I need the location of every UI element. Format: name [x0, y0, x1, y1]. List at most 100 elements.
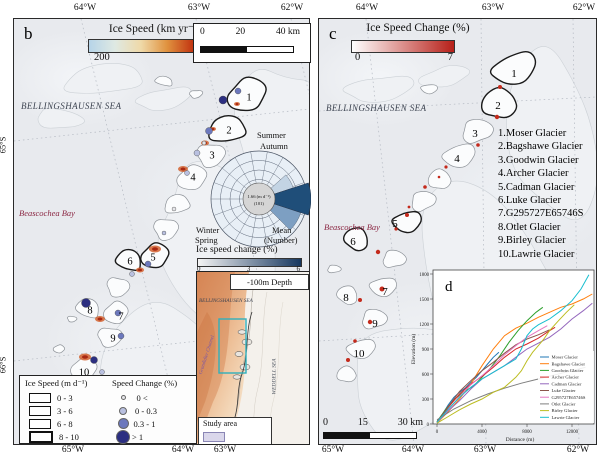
legend-speed-row: 3 - 6 — [29, 404, 79, 417]
ring-center — [242, 182, 276, 216]
glacier-number: 10 — [354, 348, 366, 360]
glacier-basin-outline — [441, 143, 476, 168]
y-tick-label: 1800 — [419, 273, 429, 278]
terrain-blob — [37, 108, 85, 129]
glacier-basin-outline — [52, 344, 66, 354]
depth-label: -100m Depth — [230, 274, 309, 290]
glacier-basin-outline — [342, 227, 368, 252]
glacier-list-item: 2.Bagshawe Glacier — [498, 141, 583, 153]
glacier-basin-outline — [67, 315, 78, 323]
legend-entry: Otlet Glacier — [552, 402, 576, 407]
ring-colorbar-ticks: 0 3 6 — [197, 265, 300, 273]
legend-change-title: Speed Change (%) — [112, 378, 178, 388]
panel-a-canvas — [197, 272, 309, 444]
speed-change-red-dot — [494, 114, 500, 120]
glacier-number: 7 — [382, 286, 388, 298]
speed-change-red-dot — [394, 227, 398, 231]
glacier-basin-outline — [164, 194, 191, 214]
graticule-line — [365, 19, 415, 444]
y-tick-label: 900 — [422, 348, 430, 353]
lon-label-top: 63°W — [481, 3, 505, 13]
legend-entry: Moser Glacier — [552, 355, 579, 360]
glacier-number: 6 — [127, 257, 132, 268]
glacier-list-item: 1.Moser Glacier — [498, 128, 567, 139]
change-class-dot — [119, 406, 127, 415]
speed-change-dot — [234, 87, 242, 95]
terrain-blob — [418, 65, 470, 88]
speed-change-dot — [90, 356, 98, 364]
glacier-number: 3 — [472, 128, 478, 140]
glacier-basin-outline — [391, 210, 422, 234]
glacier-number: 10 — [79, 368, 90, 379]
glacier-number: 5 — [392, 218, 398, 230]
panel-a-inset: -100m Depth BELLINGSHAUSEN SEA Grandidie… — [196, 271, 310, 445]
study-area-legend: Study area — [198, 417, 272, 444]
x-axis-label: Distance (m) — [506, 436, 535, 443]
ring-center-value: 1.66 (m d⁻¹) — [247, 194, 271, 199]
legend-entry: Luke Glacier — [552, 388, 577, 393]
speed-change-red-dot — [437, 175, 441, 179]
panel-c-colorbar — [351, 40, 455, 53]
speed-change-dot — [184, 170, 190, 176]
speed-change-dot — [81, 298, 91, 308]
speed-change-red-dot — [353, 339, 357, 343]
legend-change-row: 0 - 0.3 — [116, 404, 157, 417]
y-tick-label: 0 — [427, 423, 430, 428]
x-tick-label: 12000 — [566, 430, 579, 435]
glacier-number: 8 — [343, 292, 349, 304]
lon-label-top: 62°W — [280, 3, 304, 13]
speed-change-red-dot — [379, 286, 385, 292]
series-line-lawrie-glacier — [436, 274, 590, 423]
glacier-list-item: 10.Lawrie Glacier — [498, 248, 575, 260]
change-class-dot — [120, 395, 126, 400]
glacier-basin-outline — [327, 264, 342, 274]
weddell-sea-label: WEDDELL SEA — [271, 358, 278, 395]
panel-d-label: d — [445, 279, 453, 295]
lat-label-left: 66°S — [0, 356, 8, 374]
speed-change-red-dot — [367, 319, 373, 325]
scalebar-bar — [200, 46, 294, 53]
seasonal-ring-chart: 1.66 (m d⁻¹) (101) — [210, 150, 311, 248]
glacier-basin-outline — [427, 168, 452, 189]
change-class-dot — [116, 429, 130, 444]
ring-label-number: (Number) — [264, 235, 298, 245]
sea-label: BELLINGSHAUSEN SEA — [21, 101, 122, 111]
series-line-cadman-glacier — [436, 302, 593, 424]
glacier-number: 3 — [209, 151, 214, 162]
glacier-basin-outline — [153, 219, 179, 241]
speed-change-dot — [99, 369, 105, 375]
glacier-basin-outline — [336, 365, 357, 383]
speed-change-red-dot — [375, 249, 381, 255]
y-tick-label: 1500 — [419, 298, 429, 303]
terrain-blob — [506, 46, 596, 221]
lon-label-bottom: 64°W — [171, 445, 195, 455]
glacier-basin-outline — [97, 327, 124, 348]
panel-b-label: b — [24, 24, 33, 43]
speed-class-swatch — [29, 405, 51, 416]
glacier-list-item: 6.Luke Glacier — [498, 195, 561, 207]
lat-label-left: 65°S — [0, 136, 8, 154]
speed-change-dot — [218, 95, 228, 105]
y-tick-label: 1200 — [419, 323, 429, 328]
x-tick-label: 8000 — [522, 430, 532, 435]
ring-center-count: (101) — [254, 201, 264, 206]
glacier-basin-outline — [154, 75, 173, 87]
speed-change-red-dot — [476, 143, 480, 147]
glacier-number: 6 — [350, 236, 356, 248]
speed-change-dot — [161, 230, 167, 236]
glacier-number: 4 — [454, 153, 460, 165]
legend-entry: G295727E65746S — [552, 395, 586, 400]
speed-change-red-dot — [423, 185, 427, 189]
glacier-list-item: 3.Goodwin Glacier — [498, 154, 579, 166]
lon-label-bottom: 64°W — [401, 445, 425, 455]
colorbar-min: 200 — [94, 52, 110, 63]
lon-label-bottom: 63°W — [473, 445, 497, 455]
series-line-luke-glacier — [436, 329, 550, 423]
glacier-basin-outline — [420, 84, 438, 95]
glacier-list-item: 4.Archer Glacier — [498, 168, 569, 180]
panel-c-label: c — [329, 24, 337, 43]
glacier-basin-outline — [462, 119, 494, 144]
